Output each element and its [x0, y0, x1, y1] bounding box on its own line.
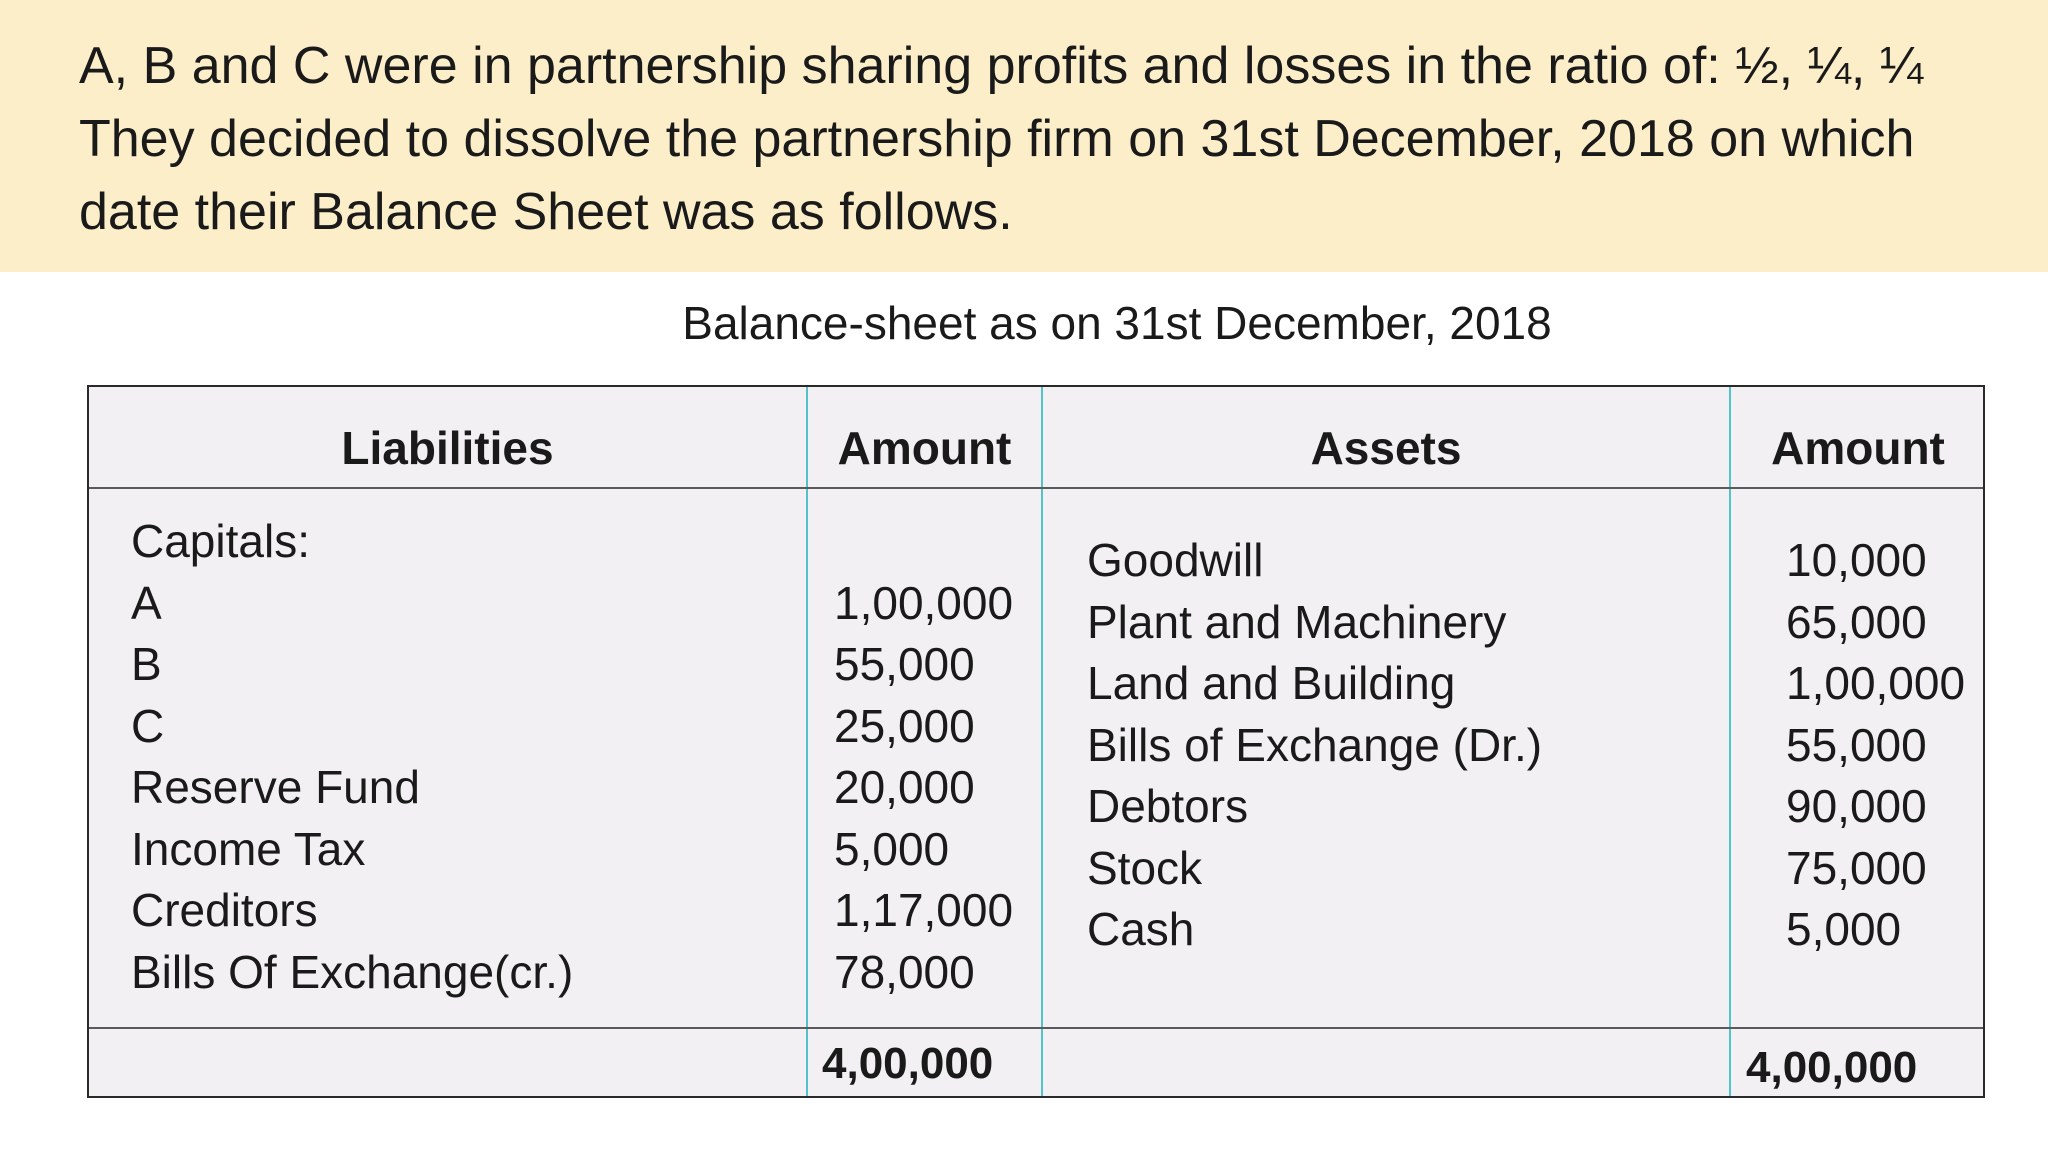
liability-label: Bills Of Exchange(cr.)	[131, 945, 574, 998]
header-assets: Assets	[1310, 422, 1462, 474]
asset-label: Plant and Machinery	[1087, 595, 1507, 648]
assets-total: 4,00,000	[1746, 1043, 1918, 1092]
liability-amount: 25,000	[834, 699, 975, 752]
asset-label: Stock	[1087, 841, 1203, 894]
liabilities-amount-list: 1,00,000 55,000 25,000 20,000 5,000 1,17…	[834, 511, 1013, 1003]
header-liabilities: Liabilities	[341, 422, 554, 474]
asset-amount: 5,000	[1786, 903, 1902, 955]
liability-amount: 20,000	[834, 761, 975, 813]
header-assets-amount: Amount	[1771, 422, 1945, 474]
asset-amount: 1,00,000	[1786, 657, 1966, 709]
liability-label: C	[131, 699, 165, 752]
asset-label: Bills of Exchange (Dr.)	[1087, 718, 1543, 771]
assets-list: Goodwill Plant and Machinery Land and Bu…	[1087, 530, 1542, 961]
liability-amount: 1,17,000	[834, 884, 1014, 936]
asset-amount: 55,000	[1786, 718, 1927, 771]
asset-amount: 10,000	[1786, 534, 1927, 586]
liability-label: Income Tax	[131, 822, 366, 875]
asset-amount: 65,000	[1786, 595, 1927, 648]
asset-label: Land and Building	[1087, 657, 1456, 709]
balance-sheet-title: Balance-sheet as on 31st December, 2018	[682, 297, 1552, 349]
total-divider	[89, 1027, 1983, 1029]
liability-amount: 1,00,000	[834, 576, 1014, 629]
liability-amount	[834, 511, 1013, 573]
liability-label: Creditors	[131, 884, 318, 936]
asset-label: Cash	[1087, 903, 1195, 955]
header-divider	[89, 487, 1983, 489]
column-divider	[1729, 387, 1731, 1096]
header-liabilities-amount: Amount	[837, 422, 1012, 474]
column-divider	[806, 387, 808, 1096]
liability-label: A	[131, 576, 162, 629]
problem-statement: A, B and C were in partnership sharing p…	[79, 37, 1924, 241]
liability-amount: 78,000	[834, 945, 975, 998]
liability-label: Capitals:	[131, 515, 310, 567]
problem-banner: A, B and C were in partnership sharing p…	[0, 0, 2048, 272]
asset-amount: 90,000	[1786, 780, 1927, 832]
liabilities-total: 4,00,000	[822, 1039, 994, 1088]
liability-amount: 5,000	[834, 822, 950, 875]
balance-sheet-table: Liabilities Amount Assets Amount Capital…	[87, 385, 1985, 1098]
assets-amount-list: 10,000 65,000 1,00,000 55,000 90,000 75,…	[1786, 530, 1965, 961]
liabilities-list: Capitals: A B C Reserve Fund Income Tax …	[131, 511, 573, 1003]
asset-label: Debtors	[1087, 780, 1249, 832]
liability-label: B	[131, 638, 162, 690]
asset-amount: 75,000	[1786, 841, 1927, 894]
asset-label: Goodwill	[1087, 534, 1264, 586]
liability-label: Reserve Fund	[131, 761, 420, 813]
column-divider	[1041, 387, 1043, 1096]
liability-amount: 55,000	[834, 638, 975, 690]
